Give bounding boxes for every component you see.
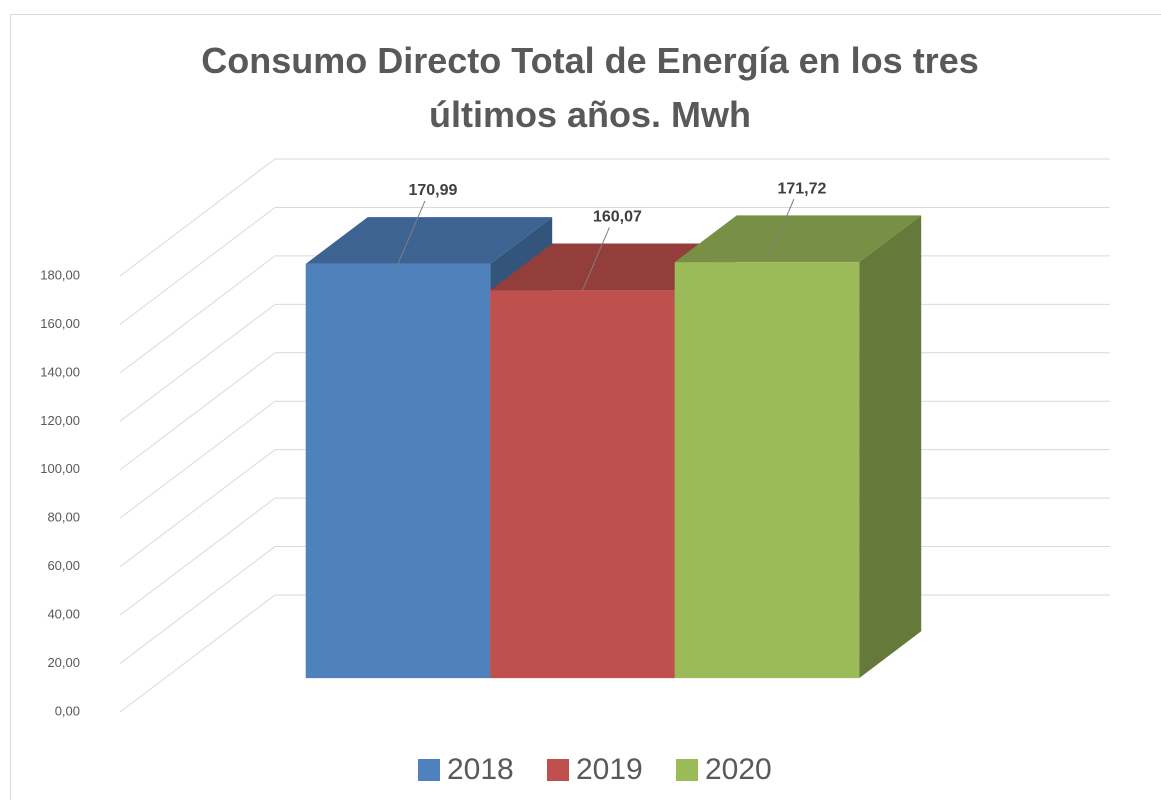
y-tick-label: 120,00 <box>40 413 80 428</box>
y-tick-label: 60,00 <box>47 558 80 573</box>
chart-frame <box>10 14 1161 800</box>
y-tick-label: 100,00 <box>40 461 80 476</box>
bar-side <box>859 215 922 679</box>
chart-title: Consumo Directo Total de Energía en los … <box>201 40 979 135</box>
leader-line <box>766 198 795 263</box>
value-label: 170,99 <box>408 182 457 199</box>
y-tick-label: 20,00 <box>47 655 80 670</box>
y-tick-label: 40,00 <box>47 607 80 622</box>
bar-front <box>490 290 675 679</box>
y-tick-label: 160,00 <box>40 316 80 331</box>
y-tick-label: 140,00 <box>40 364 80 379</box>
legend-swatch <box>676 759 698 781</box>
legend-label: 2019 <box>576 753 643 786</box>
bar <box>674 215 922 679</box>
value-label: 171,72 <box>777 180 826 197</box>
leader-line <box>397 200 426 265</box>
bar-top <box>674 215 922 263</box>
grid-line <box>119 158 1110 277</box>
legend-swatch <box>418 759 440 781</box>
y-tick-label: 180,00 <box>40 267 80 282</box>
value-label: 160,07 <box>593 209 642 226</box>
bar-front <box>305 263 491 679</box>
leader-line <box>581 227 610 291</box>
bar-front <box>674 262 860 679</box>
legend-swatch <box>547 759 569 781</box>
y-tick-label: 80,00 <box>47 510 80 525</box>
grid-line <box>119 206 1110 325</box>
y-tick-label: 0,00 <box>55 703 80 718</box>
legend-label: 2018 <box>447 753 514 786</box>
legend-label: 2020 <box>705 753 772 786</box>
bar-top <box>305 217 553 264</box>
